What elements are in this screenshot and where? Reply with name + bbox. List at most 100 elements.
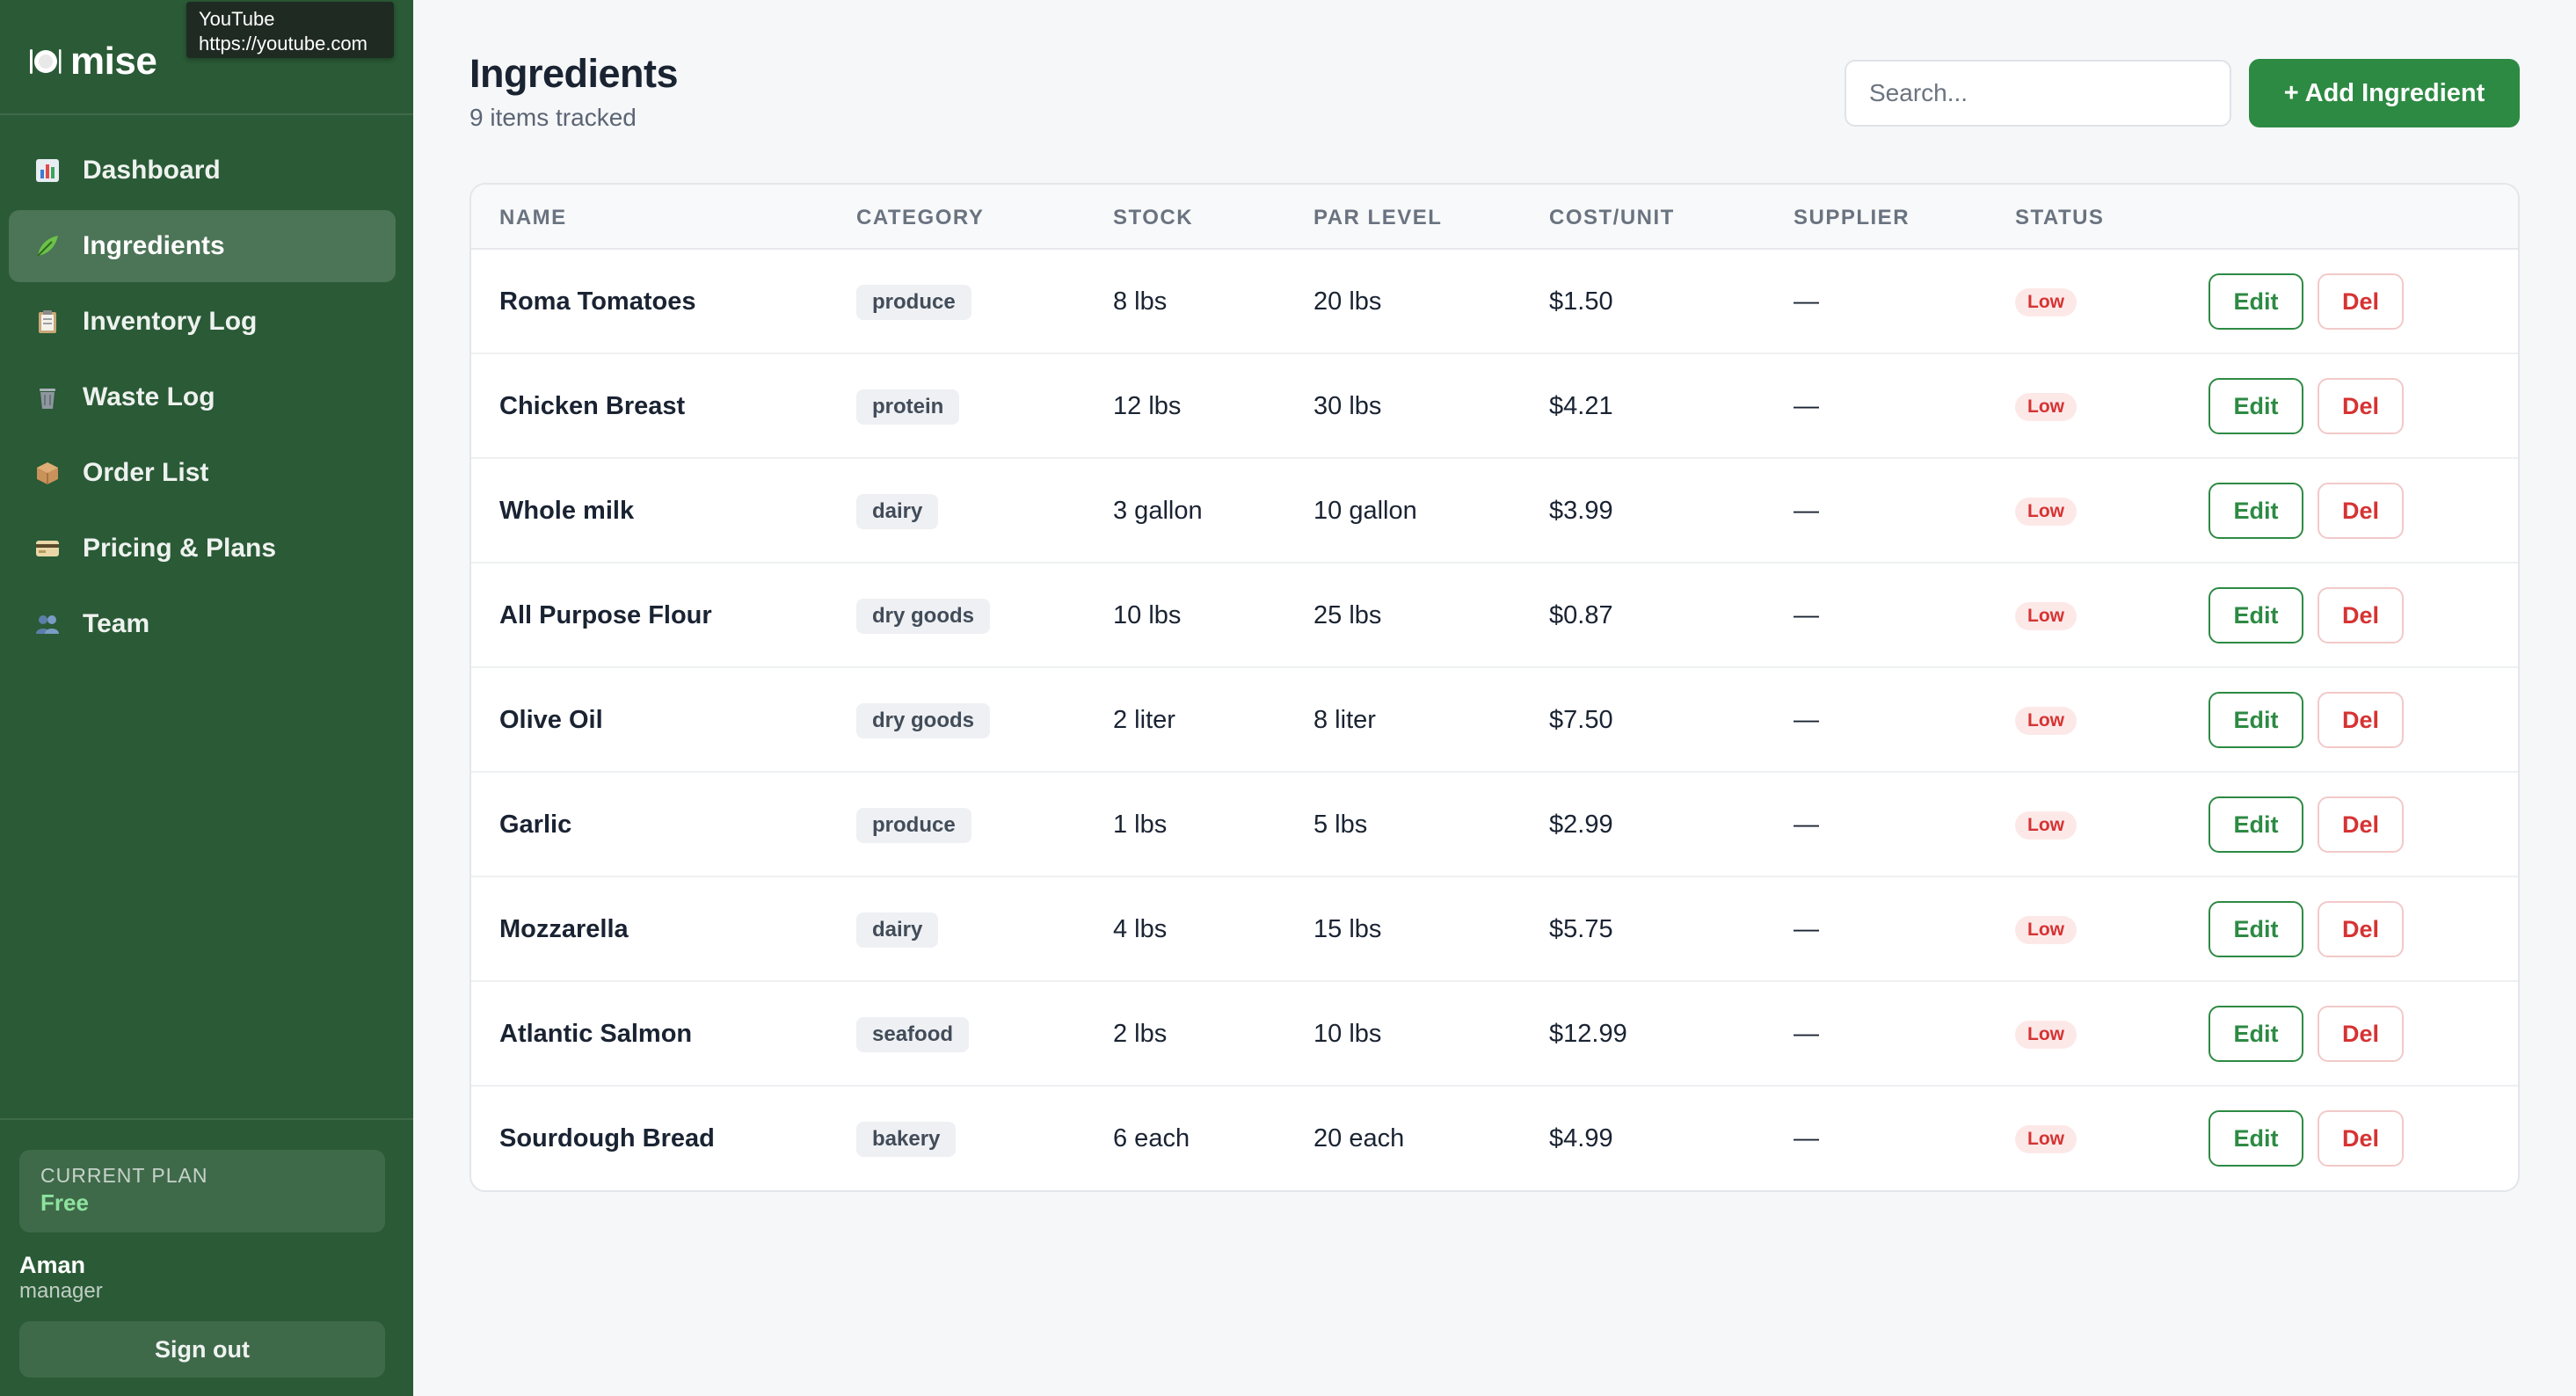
category-badge: protein: [856, 389, 960, 425]
column-header-status[interactable]: STATUS: [2015, 206, 2105, 229]
sidebar-item-pricing[interactable]: Pricing & Plans: [9, 513, 396, 585]
sidebar-item-ingredients[interactable]: Ingredients: [9, 210, 396, 282]
add-ingredient-button[interactable]: + Add Ingredient: [2249, 59, 2520, 127]
edit-button[interactable]: Edit: [2209, 587, 2303, 643]
sidebar-item-dashboard[interactable]: Dashboard: [9, 135, 396, 207]
delete-button[interactable]: Del: [2318, 692, 2404, 748]
brand-logo[interactable]: mise: [26, 35, 157, 88]
category-badge: dairy: [856, 493, 939, 529]
plan-label: CURRENT PLAN: [40, 1164, 208, 1187]
edit-button[interactable]: Edit: [2209, 796, 2303, 853]
cost-value: $7.50: [1549, 706, 1613, 734]
column-header-stock[interactable]: STOCK: [1113, 206, 1194, 229]
stock-value: 8 lbs: [1113, 287, 1168, 316]
table-cell: —: [1794, 354, 1819, 459]
sign-out-button[interactable]: Sign out: [19, 1321, 385, 1378]
table-cell: 25 lbs: [1313, 563, 1381, 668]
column-header-name[interactable]: NAME: [499, 206, 567, 229]
box-icon: [33, 459, 62, 487]
delete-button[interactable]: Del: [2318, 273, 2404, 330]
status-badge: Low: [2015, 392, 2077, 421]
table-cell: Low: [2015, 354, 2077, 459]
table-cell: $0.87: [1549, 563, 1613, 668]
table-cell: $5.75: [1549, 877, 1613, 982]
status-badge: Low: [2015, 497, 2077, 526]
user-name: Aman: [19, 1252, 86, 1278]
edit-button[interactable]: Edit: [2209, 1110, 2303, 1167]
edit-button[interactable]: Edit: [2209, 483, 2303, 539]
sidebar-nav: Dashboard Ingredients Inventory Log Wast…: [9, 135, 396, 664]
table-cell: 10 lbs: [1313, 982, 1381, 1087]
chart-icon: [33, 156, 62, 185]
table-cell: Low: [2015, 877, 2077, 982]
table-cell: Garlic: [499, 773, 571, 877]
column-header-cost[interactable]: COST/UNIT: [1549, 206, 1675, 229]
supplier-value: —: [1794, 601, 1819, 629]
item-count: 9 items tracked: [469, 104, 637, 131]
edit-button[interactable]: Edit: [2209, 378, 2303, 434]
sidebar-item-order-list[interactable]: Order List: [9, 437, 396, 509]
sidebar-item-team[interactable]: Team: [9, 588, 396, 660]
tooltip-url: https://youtube.com: [199, 33, 367, 55]
edit-button[interactable]: Edit: [2209, 1006, 2303, 1062]
delete-button[interactable]: Del: [2318, 796, 2404, 853]
column-header-supplier[interactable]: SUPPLIER: [1794, 206, 1910, 229]
delete-button[interactable]: Del: [2318, 587, 2404, 643]
table-header: NAME CATEGORY STOCK PAR LEVEL COST/UNIT …: [471, 185, 2518, 250]
status-badge: Low: [2015, 601, 2077, 630]
table-cell: —: [1794, 982, 1819, 1087]
table-cell: —: [1794, 773, 1819, 877]
supplier-value: —: [1794, 1020, 1819, 1048]
table-row: Sourdough Bread bakery 6 each 20 each $4.99 —…: [471, 1087, 2518, 1190]
stock-value: 1 lbs: [1113, 811, 1168, 839]
status-badge: Low: [2015, 1124, 2077, 1153]
column-header-category[interactable]: CATEGORY: [856, 206, 985, 229]
table-cell: 8 lbs: [1113, 250, 1167, 354]
table-cell: dry goods: [856, 668, 991, 773]
table-cell: $4.99: [1549, 1087, 1613, 1190]
supplier-value: —: [1794, 392, 1819, 420]
delete-button[interactable]: Del: [2318, 1110, 2404, 1167]
table-cell: Sourdough Bread: [499, 1087, 715, 1190]
clipboard-icon: [33, 308, 62, 336]
par-level-value: 25 lbs: [1313, 601, 1382, 629]
delete-button[interactable]: Del: [2318, 1006, 2404, 1062]
edit-button[interactable]: Edit: [2209, 273, 2303, 330]
sidebar-item-label: Order List: [83, 458, 209, 487]
table-cell: 10 gallon: [1313, 459, 1417, 563]
supplier-value: —: [1794, 811, 1819, 839]
table-cell: —: [1794, 877, 1819, 982]
stock-value: 3 gallon: [1113, 497, 1203, 525]
sidebar-item-inventory-log[interactable]: Inventory Log: [9, 286, 396, 358]
edit-button[interactable]: Edit: [2209, 692, 2303, 748]
category-badge: produce: [856, 284, 971, 320]
divider: [0, 113, 413, 115]
table-cell: —: [1794, 668, 1819, 773]
table-cell: —: [1794, 459, 1819, 563]
search-input[interactable]: [1845, 60, 2231, 127]
column-header-par-level[interactable]: PAR LEVEL: [1313, 206, 1443, 229]
par-level-value: 10 lbs: [1313, 1020, 1382, 1048]
delete-button[interactable]: Del: [2318, 378, 2404, 434]
link-tooltip: YouTube https://youtube.com: [186, 2, 394, 58]
delete-button[interactable]: Del: [2318, 901, 2404, 957]
table-cell: dry goods: [856, 563, 991, 668]
plan-value: Free: [40, 1189, 89, 1216]
stock-value: 12 lbs: [1113, 392, 1182, 420]
table-row: Whole milk dairy 3 gallon 10 gallon $3.99 — Lo…: [471, 459, 2518, 563]
supplier-value: —: [1794, 287, 1819, 316]
people-icon: [33, 610, 62, 638]
sidebar-item-waste-log[interactable]: Waste Log: [9, 361, 396, 433]
par-level-value: 15 lbs: [1313, 915, 1382, 943]
supplier-value: —: [1794, 915, 1819, 943]
table-cell: $2.99: [1549, 773, 1613, 877]
trash-icon: [33, 383, 62, 411]
brand-name: mise: [70, 40, 157, 83]
edit-button[interactable]: Edit: [2209, 901, 2303, 957]
delete-button[interactable]: Del: [2318, 483, 2404, 539]
stock-value: 6 each: [1113, 1124, 1190, 1152]
plate-icon: [30, 49, 62, 74]
credit-card-icon: [33, 534, 62, 563]
par-level-value: 30 lbs: [1313, 392, 1382, 420]
table-cell: Low: [2015, 1087, 2077, 1190]
